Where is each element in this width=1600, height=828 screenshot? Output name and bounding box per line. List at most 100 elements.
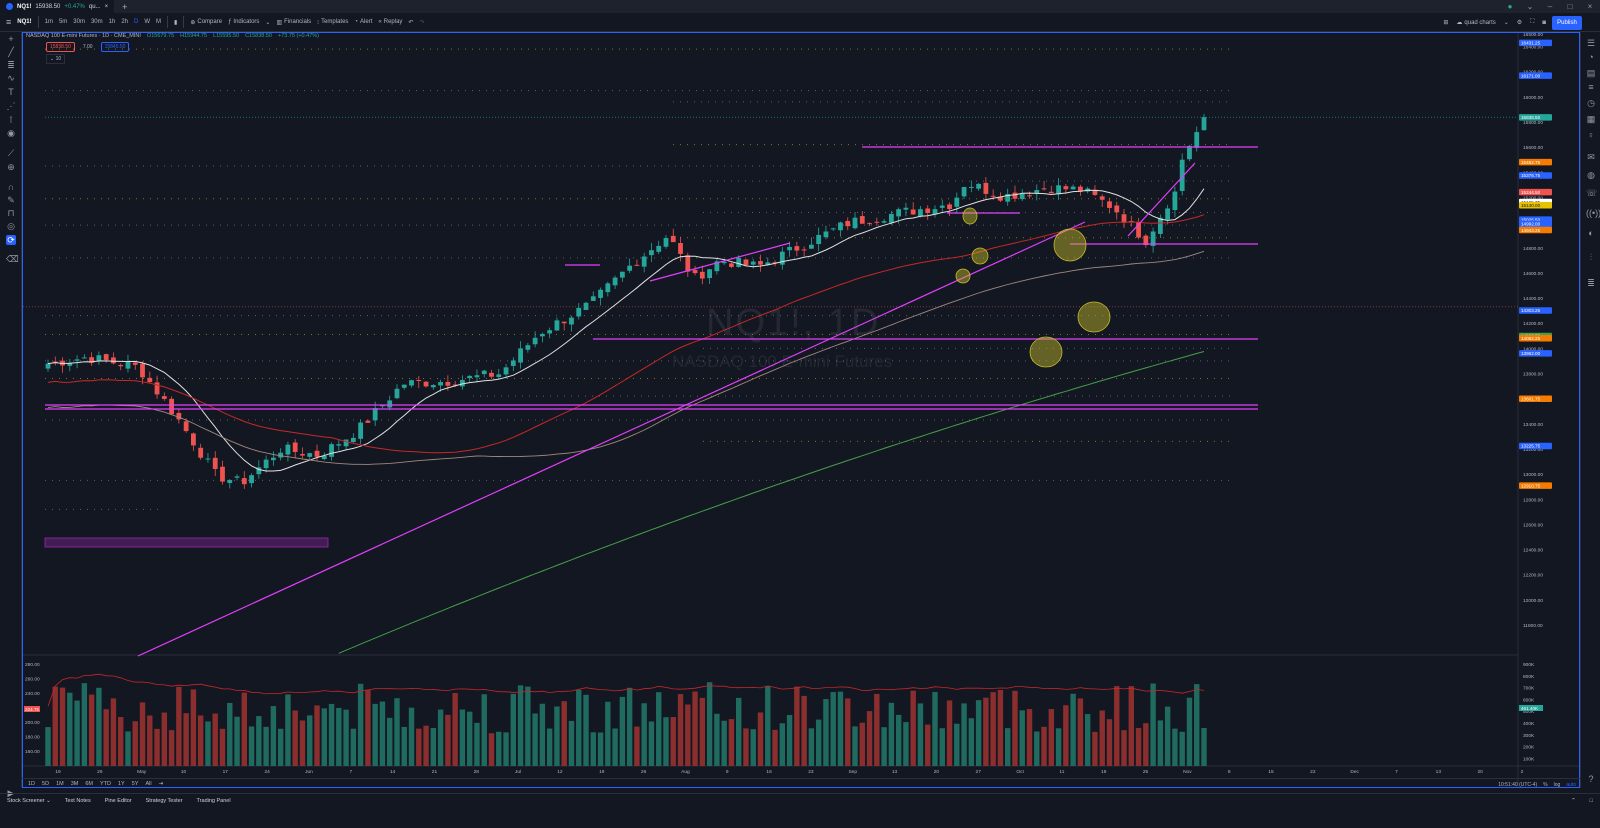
eye-icon[interactable]: ◉ bbox=[7, 128, 15, 138]
watchlist-icon[interactable]: ☰ bbox=[1586, 38, 1596, 48]
dom-icon[interactable]: ≣ bbox=[1587, 278, 1595, 288]
layout-icon[interactable]: ⊞ bbox=[1443, 20, 1449, 26]
interval-d[interactable]: D bbox=[134, 19, 139, 25]
crosshair-icon[interactable]: + bbox=[8, 34, 14, 44]
tab-pine-editor[interactable]: Pine Editor bbox=[104, 798, 132, 804]
sync-drawings-icon[interactable]: ⟳ bbox=[6, 235, 16, 245]
interval-w[interactable]: W bbox=[144, 19, 151, 25]
templates-button[interactable]: ⁝ Templates bbox=[317, 19, 348, 26]
range-all[interactable]: All bbox=[145, 781, 152, 787]
interval-5m[interactable]: 5m bbox=[58, 19, 68, 25]
help-icon[interactable]: ? bbox=[1588, 774, 1594, 784]
undo-icon[interactable]: ↶ bbox=[408, 19, 414, 26]
ask-badge[interactable]: 15845.50 bbox=[100, 42, 130, 52]
visibility-icon[interactable]: ◎ bbox=[7, 221, 15, 231]
volume-bar bbox=[801, 695, 807, 766]
tab-trading-panel[interactable]: Trading Panel bbox=[196, 798, 231, 804]
tab-text-notes[interactable]: Text Notes bbox=[64, 798, 91, 804]
messages-icon[interactable]: ◐ bbox=[1588, 228, 1594, 238]
chart-type-icon[interactable]: ▮ bbox=[174, 19, 178, 26]
streams-icon[interactable]: ◍ bbox=[1587, 170, 1595, 180]
redo-icon[interactable]: ↷ bbox=[419, 19, 425, 26]
range-6m[interactable]: 6M bbox=[85, 781, 93, 787]
candle-up bbox=[1187, 145, 1192, 160]
order-panel-icon[interactable]: ⫶ bbox=[1589, 252, 1593, 262]
auto-toggle[interactable]: auto bbox=[1566, 782, 1576, 788]
hotlists-icon[interactable]: ≡ bbox=[1588, 82, 1594, 92]
volume-bar bbox=[961, 703, 967, 766]
notifications-icon[interactable]: ☏ bbox=[1586, 188, 1598, 198]
close-tab-icon[interactable]: × bbox=[104, 3, 109, 10]
range-1y[interactable]: 1Y bbox=[117, 781, 125, 787]
range-3m[interactable]: 3M bbox=[70, 781, 79, 787]
trash-icon[interactable]: ⌫ bbox=[6, 254, 19, 264]
lock-icon[interactable]: ⊓ bbox=[7, 208, 15, 218]
range-5d[interactable]: 5D bbox=[42, 781, 50, 787]
bid-badge[interactable]: 15838.50 bbox=[46, 42, 75, 52]
alerts-icon[interactable]: ◔ bbox=[1588, 52, 1594, 62]
prediction-icon[interactable]: ⊺ bbox=[8, 115, 14, 125]
browser-tab[interactable]: NQ1! 15938.50 +0.47% qu... × bbox=[0, 0, 115, 13]
percent-toggle[interactable]: % bbox=[1543, 782, 1548, 788]
range-5y[interactable]: 5Y bbox=[131, 781, 139, 787]
volume-right-tick: 100K bbox=[1523, 756, 1535, 762]
interval-2h[interactable]: 2h bbox=[121, 19, 129, 25]
chart-pane[interactable]: 16500.00 16400.00 16 200.00 16000.00 15800.00… bbox=[22, 32, 1580, 788]
clock-time[interactable]: 10:51:40 (UTC-4) bbox=[1498, 782, 1538, 788]
brush-icon[interactable]: ∿ bbox=[7, 73, 15, 83]
chevron-down-icon[interactable]: ⌄ bbox=[1526, 2, 1534, 11]
range-ytd[interactable]: YTD bbox=[99, 781, 111, 787]
new-tab-icon[interactable]: + bbox=[122, 1, 128, 12]
maximize-panel-icon[interactable]: □ bbox=[1589, 798, 1593, 804]
interval-m[interactable]: M bbox=[156, 19, 162, 25]
chevron-down-icon[interactable]: ⌄ bbox=[265, 19, 271, 26]
log-toggle[interactable]: log bbox=[1553, 782, 1561, 788]
tab-strategy-tester[interactable]: Strategy Tester bbox=[145, 798, 183, 804]
menu-icon[interactable]: ≡ bbox=[6, 17, 12, 27]
financials-button[interactable]: ▥ Financials bbox=[276, 19, 311, 26]
price-chart[interactable]: 16500.00 16400.00 16 200.00 16000.00 15800.00… bbox=[23, 33, 1579, 787]
interval-30m[interactable]: 30m bbox=[73, 19, 85, 25]
ruler-icon[interactable]: ⟋ bbox=[7, 148, 15, 158]
trendline-icon[interactable]: ╱ bbox=[8, 47, 14, 57]
fullscreen-icon[interactable]: ⛶ bbox=[1530, 19, 1535, 25]
minimize-icon[interactable]: – bbox=[1547, 2, 1553, 11]
time-tick-label: 21 bbox=[432, 769, 438, 775]
data-window-icon[interactable]: ▤ bbox=[1586, 68, 1596, 78]
camera-icon[interactable]: ◙ bbox=[1542, 19, 1546, 26]
interval-30m-2[interactable]: 30m bbox=[90, 19, 103, 25]
candle-down bbox=[1078, 186, 1083, 192]
alert-button[interactable]: ◔ Alert bbox=[354, 19, 372, 25]
replay-button[interactable]: «Replay bbox=[378, 19, 402, 25]
interval-1m[interactable]: 1m bbox=[44, 19, 53, 25]
range-1m[interactable]: 1M bbox=[56, 781, 64, 787]
goto-date-icon[interactable]: ⇥ bbox=[158, 781, 164, 787]
publish-button[interactable]: Publish bbox=[1552, 16, 1582, 30]
indicator-legend-toggle[interactable]: ⌄ 10 bbox=[46, 54, 66, 64]
fib-retracement-icon[interactable]: ≣ bbox=[7, 60, 15, 70]
text-tool-icon[interactable]: T bbox=[8, 87, 14, 97]
profile-icon[interactable]: ● bbox=[1507, 2, 1513, 11]
zoom-in-icon[interactable]: ⊕ bbox=[7, 162, 15, 172]
chevron-down-icon[interactable]: ⌄ bbox=[1503, 20, 1509, 26]
calendar-icon[interactable]: ◷ bbox=[1587, 98, 1595, 108]
tab-stock-screener[interactable]: Stock Screener ⌄ bbox=[0, 798, 58, 804]
news-icon[interactable]: ▦ bbox=[1586, 114, 1596, 124]
chat-icon[interactable]: ✉ bbox=[1587, 152, 1595, 162]
symbol-search[interactable]: NQ1! bbox=[17, 19, 32, 25]
indicators-button[interactable]: ƒ Indicators bbox=[228, 19, 259, 25]
ideas-icon[interactable]: ♀ bbox=[1587, 130, 1595, 140]
broadcast-icon[interactable]: ((•)) bbox=[1586, 208, 1600, 218]
pencil-lock-icon[interactable]: ✎ bbox=[7, 195, 15, 205]
chevron-up-icon[interactable]: ⌃ bbox=[1571, 798, 1576, 804]
pattern-icon[interactable]: ⋰ bbox=[6, 101, 16, 111]
compare-button[interactable]: ⊕ Compare bbox=[190, 19, 222, 26]
interval-1h[interactable]: 1h bbox=[108, 19, 116, 25]
magnet-icon[interactable]: ∩ bbox=[7, 182, 15, 192]
settings-gear-icon[interactable]: ⚙ bbox=[1516, 20, 1523, 26]
close-window-icon[interactable]: × bbox=[1587, 2, 1593, 11]
highlight-circle bbox=[955, 268, 971, 284]
layout-name[interactable]: ☁ quad charts bbox=[1456, 19, 1495, 27]
range-1d[interactable]: 1D bbox=[28, 781, 36, 787]
maximize-icon[interactable]: □ bbox=[1567, 2, 1573, 11]
